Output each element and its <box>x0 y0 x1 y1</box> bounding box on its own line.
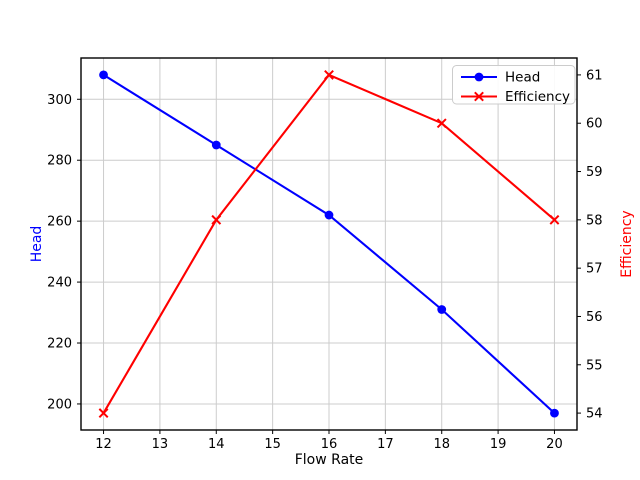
left-y-tick-label: 200 <box>47 397 72 412</box>
right-y-axis-label: Efficiency <box>619 210 635 278</box>
x-tick-label: 20 <box>546 437 563 452</box>
left-y-tick-label: 220 <box>47 337 72 352</box>
left-y-tick-label: 280 <box>47 154 72 169</box>
efficiency-marker <box>211 214 222 225</box>
x-tick-label: 12 <box>95 437 112 452</box>
efficiency-marker <box>98 408 109 418</box>
x-axis-label: Flow Rate <box>294 452 364 468</box>
x-tick-label: 16 <box>321 437 338 452</box>
head-marker <box>437 305 447 314</box>
head-marker <box>99 70 108 80</box>
x-tick-label: 13 <box>152 437 169 452</box>
legend-item-efficiency: Efficiency <box>505 89 570 105</box>
right-y-tick-label: 59 <box>586 165 603 180</box>
right-y-tick-label: 58 <box>586 213 603 228</box>
x-tick-label: 18 <box>433 437 450 452</box>
right-y-tick-label: 57 <box>586 262 603 277</box>
legend <box>452 65 576 105</box>
x-tick-label: 19 <box>490 437 507 452</box>
left-y-tick-label: 300 <box>47 93 72 108</box>
head-marker <box>324 210 334 220</box>
right-y-tick-label: 54 <box>586 407 603 422</box>
efficiency-marker <box>324 70 334 80</box>
left-y-axis-label: Head <box>29 225 45 263</box>
right-y-tick-label: 55 <box>586 358 603 373</box>
head-marker <box>550 408 559 418</box>
efficiency-marker <box>549 214 560 225</box>
right-y-tick-label: 61 <box>586 68 603 83</box>
legend-marker-efficiency <box>474 91 484 102</box>
left-y-tick-label: 260 <box>47 215 72 230</box>
x-tick-label: 17 <box>377 437 394 452</box>
legend-item-head: Head <box>505 70 540 86</box>
head-marker <box>211 140 221 150</box>
efficiency-marker <box>436 118 447 129</box>
left-y-tick-label: 240 <box>47 276 72 291</box>
right-y-tick-label: 60 <box>586 117 603 132</box>
x-tick-label: 15 <box>264 437 281 452</box>
right-y-tick-label: 56 <box>586 310 603 325</box>
legend-marker-head <box>474 72 484 82</box>
x-tick-label: 14 <box>208 437 225 452</box>
